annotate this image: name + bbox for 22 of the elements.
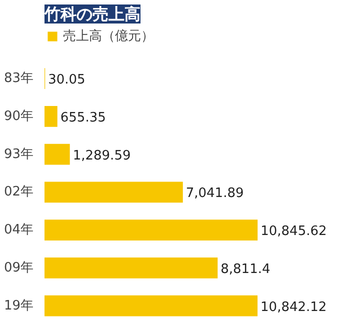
data-label: 7,041.89 — [186, 186, 244, 202]
y-tick-label: 93年 — [4, 146, 34, 162]
y-tick-label: 04年 — [4, 222, 34, 238]
data-label: 8,811.4 — [220, 262, 270, 277]
bar — [44, 257, 218, 278]
y-tick-label: 19年 — [4, 298, 34, 314]
data-label: 655.35 — [60, 110, 106, 126]
y-tick-label: 90年 — [4, 108, 34, 124]
y-tick-label: 83年 — [4, 71, 34, 86]
bar — [44, 295, 258, 316]
bar — [44, 220, 258, 240]
y-tick-label: 09年 — [4, 260, 34, 276]
bar — [44, 106, 58, 127]
data-label: 1,289.59 — [72, 148, 131, 164]
data-label: 10,845.62 — [260, 224, 327, 240]
legend-label: 売上高（億元） — [63, 28, 154, 45]
data-label: 10,842.12 — [260, 300, 327, 315]
chart-title: 竹科の売上高 — [44, 4, 140, 24]
data-label: 30.05 — [48, 72, 86, 88]
bar — [44, 182, 183, 203]
y-tick-label: 02年 — [4, 184, 34, 200]
bar — [44, 144, 70, 165]
